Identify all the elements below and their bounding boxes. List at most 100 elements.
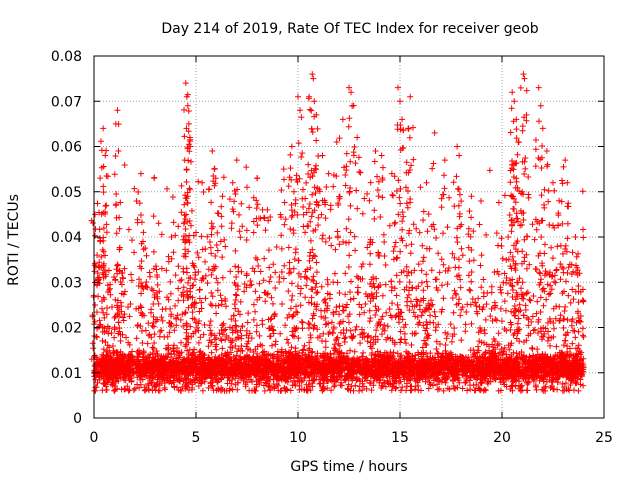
data-point	[305, 299, 312, 306]
data-point	[144, 380, 151, 387]
data-point	[150, 248, 157, 255]
data-point	[456, 379, 463, 386]
data-point	[268, 294, 275, 301]
data-point	[202, 295, 209, 302]
data-point	[220, 174, 227, 181]
data-point	[547, 342, 554, 349]
data-point	[152, 387, 159, 394]
data-point	[272, 284, 279, 291]
data-point	[501, 344, 508, 351]
data-point	[191, 346, 198, 353]
data-point	[198, 299, 205, 306]
data-point	[356, 383, 363, 390]
data-point	[423, 271, 430, 278]
data-point	[462, 328, 469, 335]
data-point	[318, 313, 325, 320]
data-point	[459, 385, 466, 392]
data-point	[242, 383, 249, 390]
data-point	[286, 270, 293, 277]
data-point	[352, 382, 359, 389]
data-point	[358, 326, 365, 333]
data-point	[195, 327, 202, 334]
data-point	[324, 281, 331, 288]
data-point	[273, 243, 280, 250]
data-point	[309, 315, 316, 322]
data-point	[381, 322, 388, 329]
data-point	[438, 378, 445, 385]
data-point	[475, 295, 482, 302]
data-point	[442, 379, 449, 386]
data-point	[539, 386, 546, 393]
data-point	[206, 238, 213, 245]
data-point	[112, 296, 119, 303]
data-point	[338, 349, 345, 356]
data-point	[359, 387, 366, 394]
data-point	[252, 308, 259, 315]
data-point	[286, 259, 293, 266]
data-point	[238, 268, 245, 275]
data-point	[328, 387, 335, 394]
data-point	[431, 308, 438, 315]
data-point	[155, 220, 162, 227]
data-point	[168, 255, 175, 262]
data-point	[296, 378, 303, 385]
data-point	[321, 297, 328, 304]
data-point	[134, 381, 141, 388]
data-point	[322, 344, 329, 351]
data-point	[256, 280, 263, 287]
data-point	[214, 279, 221, 286]
data-point	[308, 294, 315, 301]
data-point	[410, 309, 417, 316]
data-point	[140, 353, 147, 360]
data-point	[167, 290, 174, 297]
data-point	[406, 166, 413, 173]
data-point	[375, 193, 382, 200]
data-point	[368, 387, 375, 394]
data-point	[209, 267, 216, 274]
data-point	[507, 326, 514, 333]
data-point	[138, 290, 145, 297]
data-point	[205, 266, 212, 273]
data-point	[269, 326, 276, 333]
data-point	[412, 386, 419, 393]
data-point	[425, 375, 432, 382]
data-point	[554, 243, 561, 250]
data-point	[135, 305, 142, 312]
data-point	[514, 320, 521, 327]
data-point	[367, 298, 374, 305]
data-point	[173, 315, 180, 322]
data-point	[218, 327, 225, 334]
data-point	[202, 258, 209, 265]
data-point	[284, 314, 291, 321]
data-point	[191, 264, 198, 271]
data-point	[330, 351, 337, 358]
data-point	[196, 317, 203, 324]
data-point	[256, 332, 263, 339]
data-point	[419, 344, 426, 351]
data-point	[434, 386, 441, 393]
data-point	[121, 161, 128, 168]
data-point	[249, 265, 256, 272]
data-point	[303, 274, 310, 281]
data-point	[531, 236, 538, 243]
data-point	[392, 385, 399, 392]
data-point	[567, 382, 574, 389]
data-point	[308, 349, 315, 356]
data-point	[201, 321, 208, 328]
data-point	[566, 387, 573, 394]
data-point	[444, 281, 451, 288]
data-point	[241, 288, 248, 295]
data-point	[195, 339, 202, 346]
data-point	[366, 307, 373, 314]
data-point	[235, 264, 242, 271]
data-point	[501, 192, 508, 199]
data-point	[104, 305, 111, 312]
data-point	[457, 284, 464, 291]
data-point	[139, 340, 146, 347]
data-point	[329, 330, 336, 337]
data-point	[237, 234, 244, 241]
data-point	[183, 341, 190, 348]
data-point	[288, 344, 295, 351]
data-point	[473, 303, 480, 310]
